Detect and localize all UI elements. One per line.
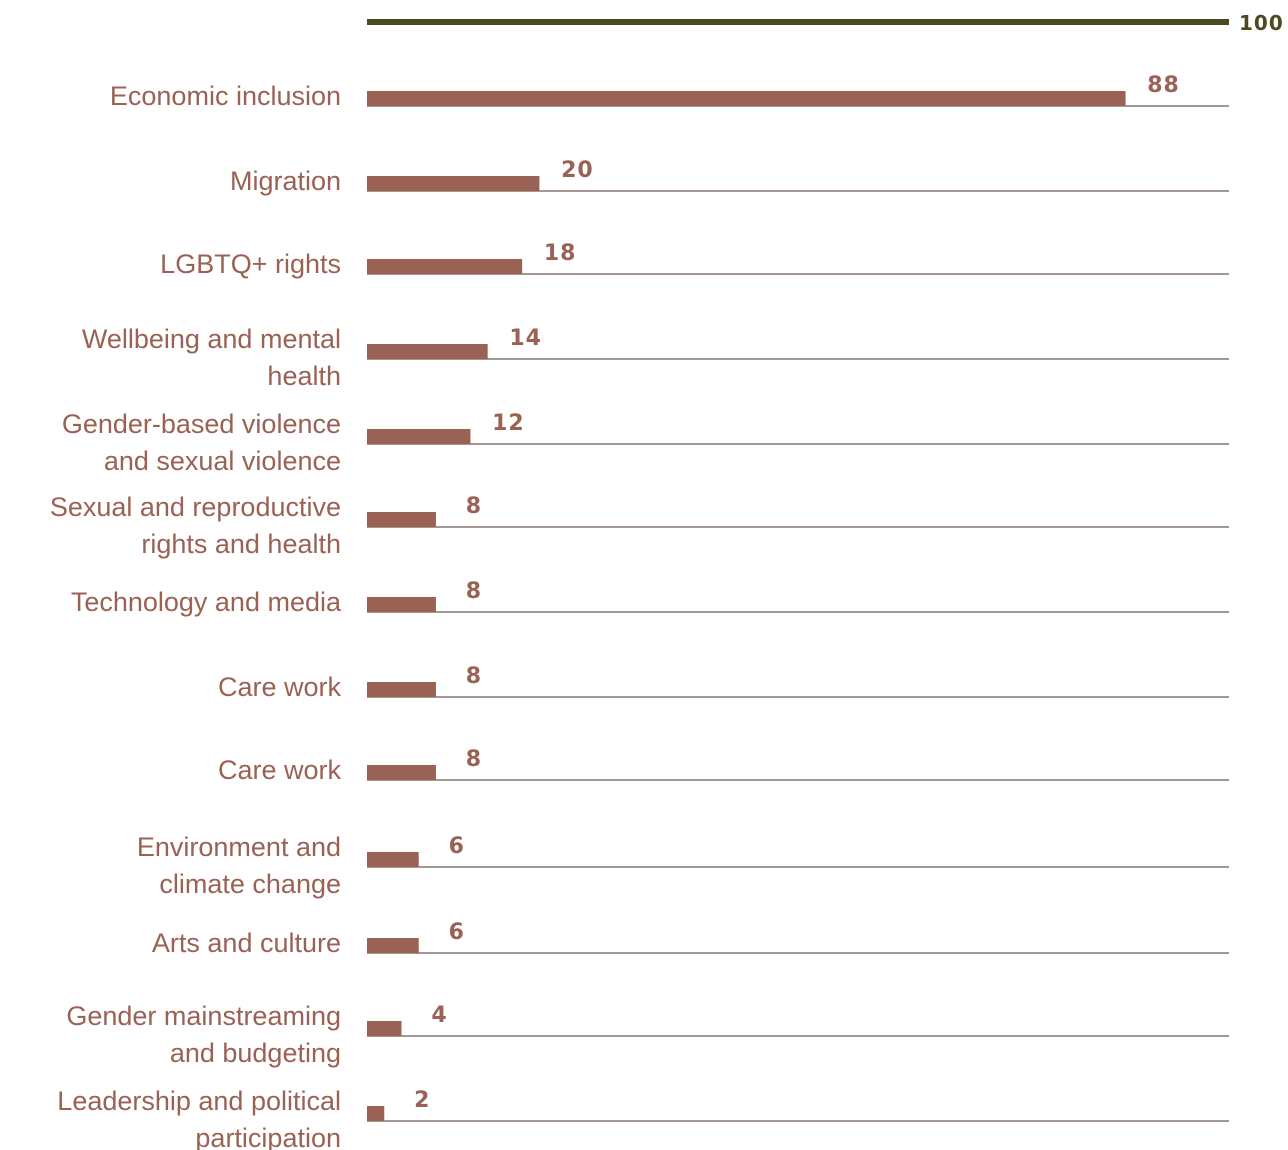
bar-value-label: 8 [466,664,482,689]
bar-value-label: 6 [449,834,465,859]
bar-value-label: 6 [449,920,465,945]
category-label-line: LGBTQ+ rights [160,249,341,279]
bar-value-label: 8 [466,747,482,772]
category-label-line: and budgeting [170,1038,341,1068]
category-label: Leadership and political participation [57,1086,341,1150]
category-label-line: climate change [159,869,341,899]
chart-row: 8 Sexual and reproductive rights and healt… [50,492,1229,559]
category-label-line: Care work [218,672,342,702]
bar [367,852,419,867]
bar [367,1021,402,1036]
category-label: LGBTQ+ rights [160,249,341,279]
category-label-line: Gender-based violence [62,409,341,439]
chart-row: 2 Leadership and political participation [57,1086,1229,1150]
chart-row: 6 Environment and climate change [137,832,1229,899]
bar [367,176,540,191]
category-label-line: Economic inclusion [110,81,341,111]
bar-value-label: 2 [414,1088,430,1113]
category-label-line: Sexual and reproductive [50,492,341,522]
category-label: Wellbeing and mental health [82,324,341,391]
bar [367,765,436,780]
category-label: Economic inclusion [110,81,341,111]
category-label-line: Technology and media [71,587,342,617]
chart-row: 88 Economic inclusion [110,73,1229,111]
bar [367,344,488,359]
category-label: Gender mainstreaming and budgeting [66,1001,341,1068]
category-label-line: Wellbeing and mental [82,324,341,354]
bar [367,91,1126,106]
bar [367,938,419,953]
bar [367,597,436,612]
chart-row: 18 LGBTQ+ rights [160,241,1229,279]
chart-row: 8 Care work [218,664,1229,702]
bar-value-label: 18 [544,241,577,266]
category-label-line: Migration [230,166,341,196]
bar-value-label: 14 [509,326,542,351]
bar-value-label: 88 [1147,73,1180,98]
chart-row: 20 Migration [230,158,1229,196]
bar-value-label: 4 [431,1003,447,1028]
category-label: Sexual and reproductive rights and health [50,492,341,559]
category-label-line: and sexual violence [104,446,341,476]
category-label-line: health [267,361,341,391]
max-scale-group: 100 [367,11,1284,35]
chart-row: 6 Arts and culture [152,920,1229,958]
chart-row: 4 Gender mainstreaming and budgeting [66,1001,1229,1068]
bar [367,682,436,697]
category-label: Migration [230,166,341,196]
bar-value-label: 20 [561,158,594,183]
category-label-line: Environment and [137,832,341,862]
category-label-line: Leadership and political [57,1086,341,1116]
max-scale-label: 100 [1239,11,1284,35]
chart-row: 12 Gender-based violence and sexual violen… [62,409,1229,476]
category-label: Technology and media [71,587,342,617]
category-label: Gender-based violence and sexual violence [62,409,341,476]
category-label-line: participation [195,1123,341,1150]
category-label-line: Arts and culture [152,928,341,958]
bar-value-label: 12 [492,411,525,436]
chart-row: 14 Wellbeing and mental health [82,324,1229,391]
category-label: Care work [218,755,342,785]
category-label-line: Care work [218,755,342,785]
bar-value-label: 8 [466,579,482,604]
bar [367,512,436,527]
category-label: Care work [218,672,342,702]
category-label: Arts and culture [152,928,341,958]
bar-value-label: 8 [466,494,482,519]
bar [367,259,523,274]
category-label: Environment and climate change [137,832,341,899]
bar [367,429,471,444]
bar [367,1106,385,1121]
category-label-line: Gender mainstreaming [66,1001,341,1031]
category-label-line: rights and health [141,529,341,559]
chart-row: 8 Technology and media [71,579,1229,617]
chart-row: 8 Care work [218,747,1229,785]
